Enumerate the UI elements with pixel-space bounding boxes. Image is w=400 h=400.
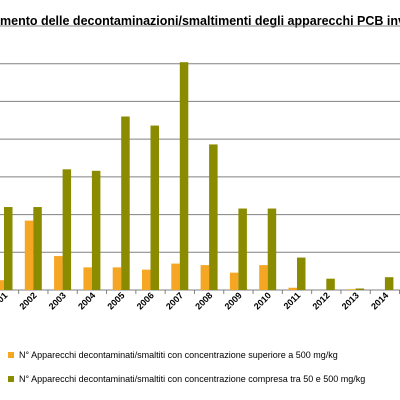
bar-chart: 2001 2002 2003 2004 2005 2006 2007 2008 2009 2010…: [0, 25, 400, 312]
bar-50-500-2012: [326, 278, 335, 290]
x-tick-label-2011: 2011: [282, 290, 303, 311]
bar-over-500-2001: [0, 280, 4, 290]
legend-label-series-1: N° Apparecchi decontaminati/smaltiti con…: [19, 350, 338, 360]
x-tick-label-2012: 2012: [310, 290, 331, 311]
legend-item-series-2: N° Apparecchi decontaminati/smaltiti con…: [8, 374, 365, 384]
bar-over-500-2004: [83, 267, 92, 290]
bar-50-500-2001: [4, 207, 13, 290]
bar-50-500-2005: [121, 116, 130, 290]
bar-over-500-2008: [200, 265, 210, 290]
bar-50-500-2002: [33, 207, 42, 290]
bar-50-500-2006: [150, 125, 159, 291]
legend-swatch-series-2: [8, 376, 14, 382]
bar-50-500-2003: [62, 169, 72, 290]
bar-over-500-2011: [288, 287, 297, 290]
bar-50-500-2007: [179, 62, 189, 290]
bar-50-500-2011: [297, 257, 306, 290]
x-tick-label-2010: 2010: [252, 290, 273, 311]
x-tick-label-2008: 2008: [193, 290, 214, 311]
bar-50-500-2010: [267, 208, 277, 290]
x-tick-label-2003: 2003: [47, 290, 68, 311]
bar-over-500-2005: [112, 267, 122, 290]
bar-over-500-2003: [54, 256, 63, 290]
x-tick-label-2004: 2004: [76, 290, 97, 311]
bar-50-500-2013: [355, 288, 365, 290]
bar-over-500-2007: [171, 263, 180, 290]
bar-50-500-2004: [91, 170, 101, 290]
x-tick-label-2013: 2013: [340, 290, 361, 311]
x-tick-label-2002: 2002: [17, 290, 38, 311]
bar-50-500-2009: [238, 208, 247, 290]
bar-over-500-2013: [347, 289, 356, 290]
legend-label-series-2: N° Apparecchi decontaminati/smaltiti con…: [19, 374, 366, 384]
bar-50-500-2008: [209, 144, 218, 290]
bar-over-500-2002: [24, 220, 34, 290]
x-tick-label-2001: 2001: [0, 290, 9, 311]
chart-title: mento delle decontaminazioni/smaltimenti…: [0, 14, 400, 28]
x-tick-label-2009: 2009: [223, 290, 244, 311]
legend-item-series-1: N° Apparecchi decontaminati/smaltiti con…: [8, 350, 338, 360]
bar-over-500-2010: [259, 265, 268, 290]
bar-over-500-2009: [229, 272, 239, 290]
x-tick-label-2005: 2005: [105, 290, 126, 311]
bar-50-500-2014: [384, 277, 394, 290]
x-tick-label-2006: 2006: [135, 290, 156, 311]
legend-swatch-series-1: [8, 352, 14, 358]
bar-over-500-2006: [142, 269, 151, 290]
x-tick-label-2014: 2014: [369, 290, 390, 311]
x-tick-label-2007: 2007: [164, 290, 185, 311]
